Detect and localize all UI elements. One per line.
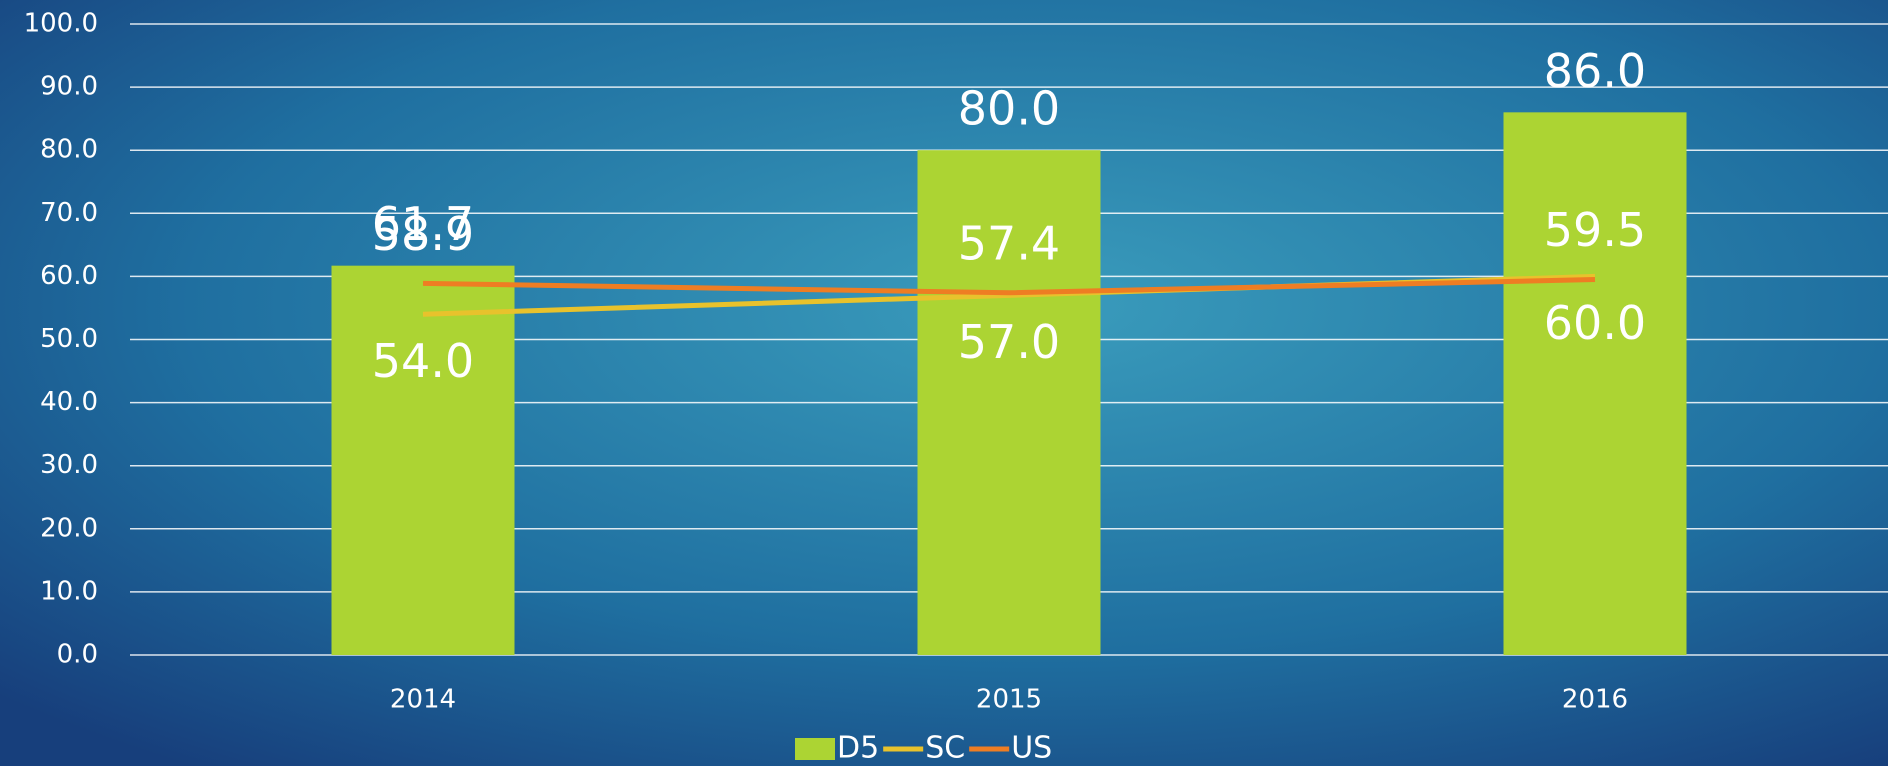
y-tick-label: 20.0 [40,513,98,543]
data-label: 61.7 [372,197,474,251]
y-tick-label: 50.0 [40,324,98,354]
y-tick-label: 30.0 [40,450,98,480]
y-tick-label: 100.0 [24,9,98,39]
data-label: 57.0 [958,315,1060,369]
x-tick-label: 2015 [976,685,1042,715]
y-tick-label: 40.0 [40,387,98,417]
y-tick-label: 70.0 [40,198,98,228]
legend-label: SC [925,731,965,766]
x-tick-label: 2014 [390,685,456,715]
legend-label: D5 [837,731,879,766]
y-tick-label: 90.0 [40,72,98,102]
legend-label: US [1011,731,1052,766]
data-label: 54.0 [372,334,474,388]
x-tick-label: 2016 [1562,685,1628,715]
bar [331,265,515,655]
y-tick-label: 0.0 [57,640,98,670]
legend-swatch [795,738,835,760]
data-label: 86.0 [1544,44,1646,98]
bar [1503,112,1687,656]
bar [917,150,1101,655]
y-tick-label: 60.0 [40,261,98,291]
data-label: 80.0 [958,82,1060,136]
data-label: 59.5 [1544,203,1646,257]
line [422,277,1596,296]
data-label: 60.0 [1544,296,1646,350]
data-label: 58.9 [372,207,474,261]
data-label: 57.4 [958,216,1060,270]
y-tick-label: 80.0 [40,135,98,165]
y-tick-label: 10.0 [40,576,98,606]
